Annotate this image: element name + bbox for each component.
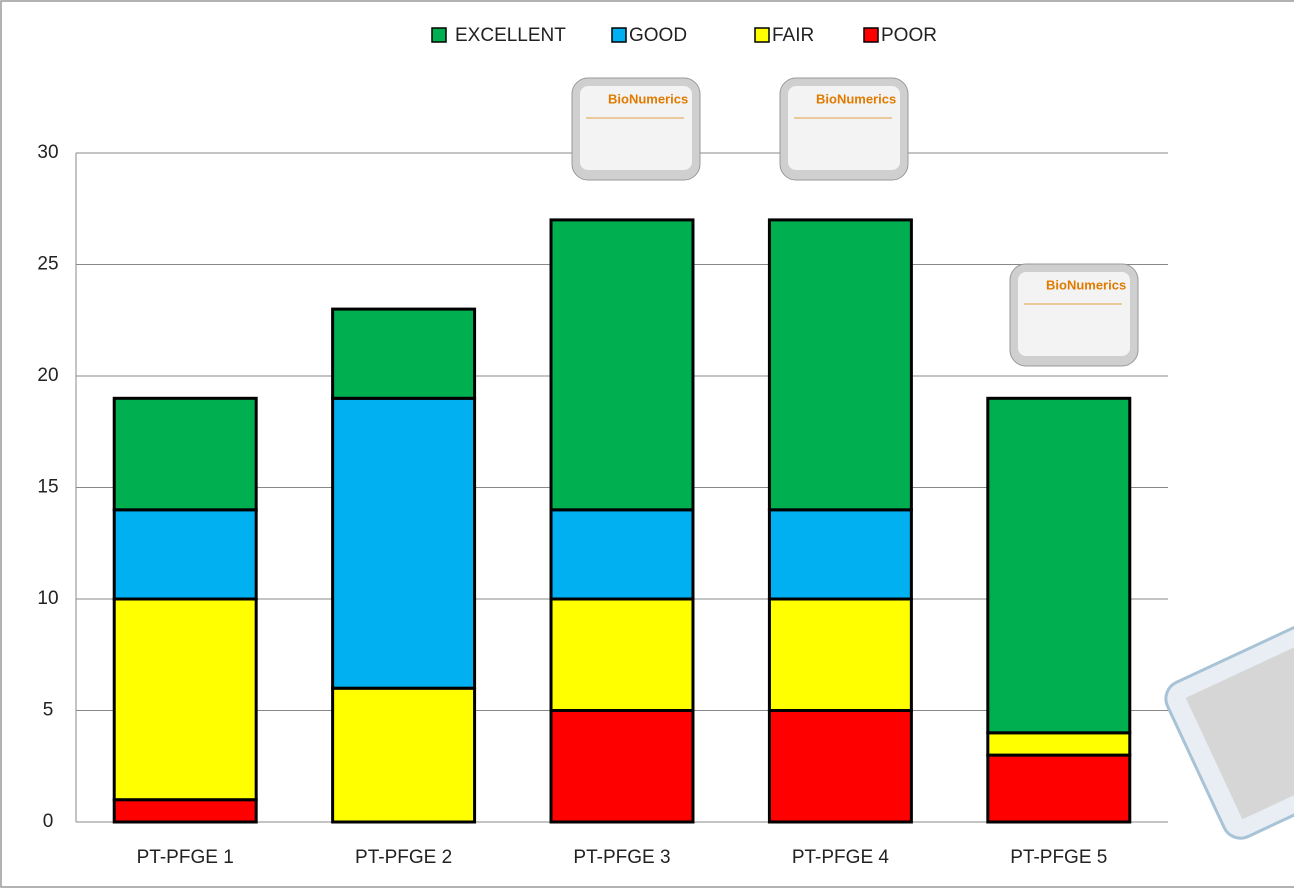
bar-segment [331, 686, 477, 824]
bar-segment [767, 709, 913, 824]
bar-segment [112, 396, 258, 512]
bar-segment [112, 597, 258, 802]
box-label: BioNumerics [816, 91, 896, 106]
y-tick-label: 5 [43, 700, 54, 721]
y-tick-label: 10 [37, 588, 58, 609]
x-tick-label: PT-PFGE 4 [792, 847, 890, 868]
x-tick-label: PT-PFGE 2 [355, 847, 452, 868]
bar-segment [549, 709, 695, 824]
legend-label: POOR [881, 25, 937, 46]
legend-swatch [863, 27, 879, 43]
legend-swatch [754, 27, 770, 43]
box-label: BioNumerics [608, 91, 688, 106]
x-tick-label: PT-PFGE 5 [1010, 847, 1107, 868]
legend-label: FAIR [772, 25, 814, 46]
bar-segment [767, 508, 913, 601]
bar-segment [549, 508, 695, 601]
legend-swatch [431, 27, 447, 43]
bar-segment [986, 731, 1132, 757]
decor-images: BioNumerics BioNumerics BioNumerics [571, 77, 1294, 840]
bar-segment [549, 597, 695, 712]
y-tick-label: 25 [37, 254, 58, 275]
bar-segment [986, 396, 1132, 735]
y-tick-label: 30 [37, 142, 58, 163]
bar-segment [549, 218, 695, 512]
bar-segment [331, 396, 477, 690]
legend-label: GOOD [629, 25, 687, 46]
bar-segment [331, 307, 477, 400]
bar-segment [112, 508, 258, 601]
legend-label: EXCELLENT [455, 25, 566, 46]
bar-segment [767, 218, 913, 512]
product-box: BioNumerics [571, 77, 701, 181]
bar-segment [767, 597, 913, 712]
y-tick-label: 15 [37, 477, 58, 498]
bar-segment [112, 798, 258, 824]
y-tick-label: 20 [37, 365, 58, 386]
x-tick-label: PT-PFGE 3 [573, 847, 670, 868]
legend-swatch [611, 27, 627, 43]
product-box: BioNumerics [1009, 263, 1139, 367]
box-label: BioNumerics [1046, 277, 1126, 292]
gel-tray [1164, 609, 1294, 840]
bar-segment [986, 753, 1132, 824]
product-box: BioNumerics [779, 77, 909, 181]
y-tick-label: 0 [43, 811, 54, 832]
x-tick-label: PT-PFGE 1 [137, 847, 234, 868]
